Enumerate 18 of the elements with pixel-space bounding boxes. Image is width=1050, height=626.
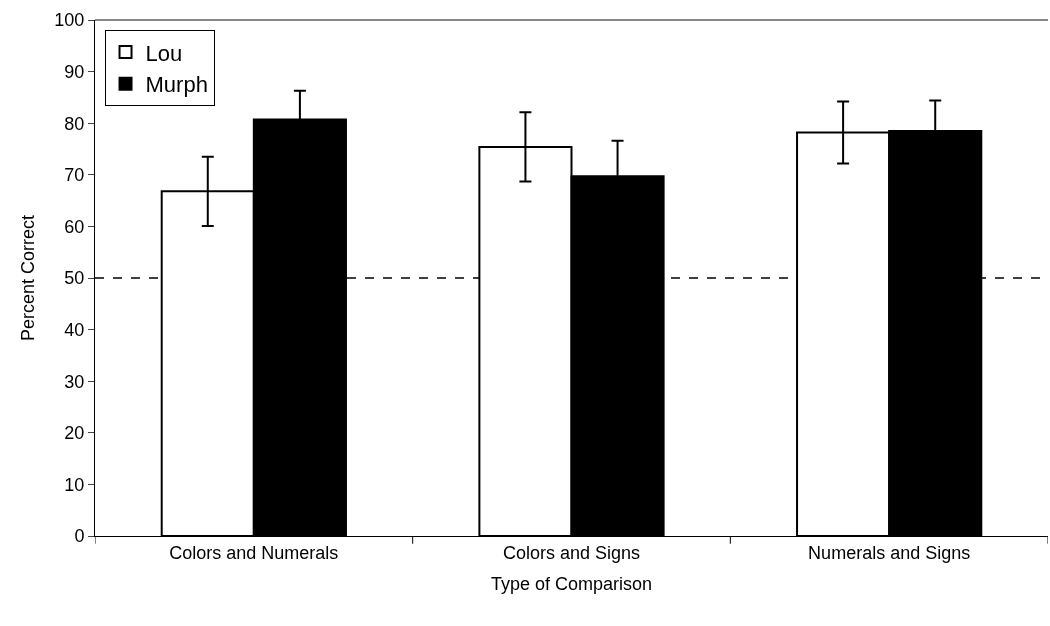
legend-label: Murph	[145, 72, 208, 98]
x-tick-label: Colors and Numerals	[169, 542, 339, 563]
y-tick-label: 90	[64, 61, 85, 82]
y-tick-label: 60	[64, 216, 85, 237]
x-tick-label: Colors and Signs	[502, 542, 641, 563]
y-tick-label: 0	[74, 526, 85, 547]
y-tick-label: 10	[64, 474, 85, 495]
y-tick-label: 30	[64, 371, 85, 392]
y-tick-label: 40	[64, 319, 85, 340]
y-tick-label: 100	[54, 10, 85, 31]
y-tick-label: 50	[64, 268, 85, 289]
y-tick-label: 70	[64, 165, 85, 186]
y-axis-title: Percent Correct	[17, 214, 38, 342]
y-tick-label: 20	[64, 423, 85, 444]
legend-label: Lou	[145, 40, 183, 66]
y-tick-label: 80	[64, 113, 85, 134]
x-tick-label: Numerals and Signs	[808, 542, 971, 563]
x-axis-title: Type of Comparison	[490, 573, 653, 594]
